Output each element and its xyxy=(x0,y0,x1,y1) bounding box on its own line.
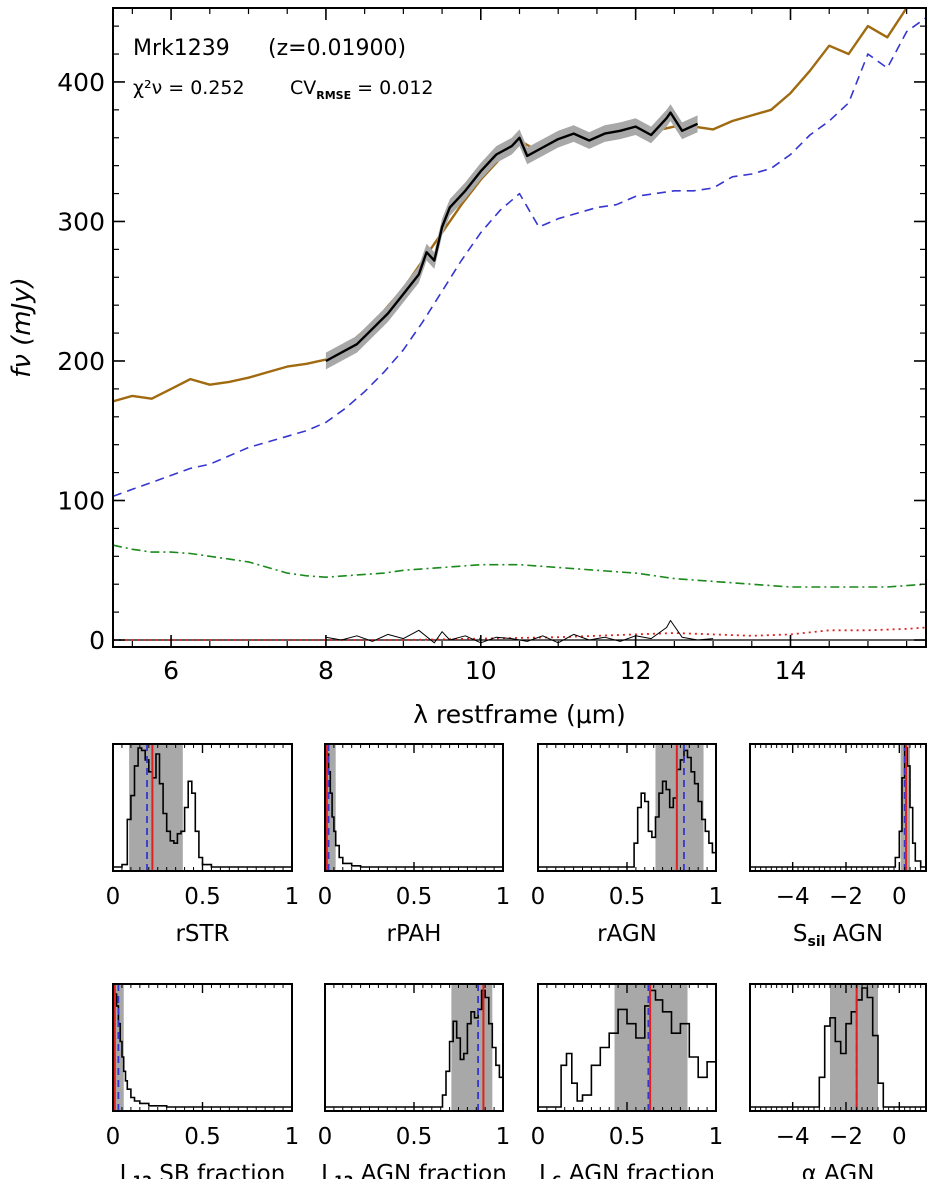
histogram-panel-8: −4 −2 0 α AGN xyxy=(749,983,927,1179)
cv-rmse-label: CVRMSE = 0.012 xyxy=(290,77,434,102)
cv-value: = 0.012 xyxy=(351,77,433,99)
histogram-step-line xyxy=(113,747,292,868)
hist-tick-label: 1 xyxy=(496,1124,511,1150)
histogram-panel-2: 0 0.5 1 rPAH xyxy=(318,743,511,947)
histogram-panel-3: 0 0.5 1 rAGN xyxy=(531,743,724,947)
series-line-1 xyxy=(113,17,926,498)
histogram-panel-6: 0 0.5 1 xyxy=(318,983,511,1150)
hist-tick-label: −2 xyxy=(829,1124,863,1150)
histogram-step-line xyxy=(325,989,504,1108)
series-line-5 xyxy=(325,111,699,363)
hist-x-label-rest: AGN xyxy=(825,921,883,947)
hist-x-label-rest: AGN fraction xyxy=(353,1161,506,1179)
hist-tick-label: 0 xyxy=(106,1124,121,1150)
histogram-panel-7: 0 0.5 1 xyxy=(531,983,724,1150)
cv-prefix: CV xyxy=(290,77,316,99)
object-name: Mrk1239 xyxy=(133,36,230,61)
hist-tick-label: 1 xyxy=(496,884,511,910)
hist-x-label-subscript: 12 xyxy=(334,1174,353,1179)
hist-tick-label: 0.5 xyxy=(184,1124,221,1150)
histogram-frame xyxy=(749,983,927,1112)
x-tick-label: 6 xyxy=(163,656,179,685)
x-tick-label: 8 xyxy=(318,656,334,685)
histogram-frame xyxy=(112,983,293,1112)
y-tick-label: 0 xyxy=(89,626,105,655)
histogram-panel-4: −4 −2 0 xyxy=(749,743,927,910)
hist-tick-label: 1 xyxy=(285,1124,300,1150)
cv-subscript: RMSE xyxy=(316,89,351,102)
observed-uncertainty-band xyxy=(325,104,698,370)
redshift-label: (z=0.01900) xyxy=(268,36,406,61)
histogram-panel-1: 0 0.5 1 rSTR xyxy=(106,743,300,947)
y-tick-label: 300 xyxy=(57,207,105,236)
hist-tick-label: 0.5 xyxy=(396,884,433,910)
x-axis-label: λ restframe (μm) xyxy=(413,700,626,729)
hist-x-label: α AGN xyxy=(802,1161,875,1179)
hist-x-label: rPAH xyxy=(387,921,442,947)
hist-x-label-subscript: 12 xyxy=(132,1174,151,1179)
y-tick-label: 100 xyxy=(57,487,105,516)
hist-x-label-rest: AGN fraction xyxy=(562,1161,715,1179)
hist-x-label-main: S xyxy=(793,921,808,947)
hist-x-label-main: L xyxy=(321,1161,334,1179)
hist-tick-label: 0.5 xyxy=(396,1124,433,1150)
y-tick-label: 200 xyxy=(57,347,105,376)
hist-tick-label: 0.5 xyxy=(609,1124,646,1150)
hist-tick-label: 1 xyxy=(709,884,724,910)
series-line-2 xyxy=(113,544,926,588)
histogram-frame xyxy=(324,743,504,872)
histogram-step-line xyxy=(750,987,926,1108)
hist-tick-label: 0 xyxy=(106,884,121,910)
y-tick-label: 400 xyxy=(57,68,105,97)
hist-tick-label: 0 xyxy=(318,1124,333,1150)
credible-interval-band xyxy=(655,744,704,871)
series-line-4 xyxy=(325,620,714,644)
x-tick-label: 12 xyxy=(620,656,652,685)
chi2-label: χ²ν = 0.252 xyxy=(133,77,245,99)
hist-tick-label: −4 xyxy=(776,884,810,910)
hist-x-label: L12 SB fraction xyxy=(120,1161,286,1179)
credible-interval-band xyxy=(451,984,493,1111)
hist-x-label: L6 AGN fraction xyxy=(539,1161,715,1179)
hist-tick-label: 1 xyxy=(285,884,300,910)
hist-tick-label: 0 xyxy=(892,884,907,910)
hist-tick-label: 0 xyxy=(531,884,546,910)
histogram-step-line xyxy=(325,747,503,868)
histogram-step-line xyxy=(750,747,926,868)
hist-tick-label: 0 xyxy=(318,884,333,910)
series-line-3 xyxy=(113,626,926,641)
hist-tick-label: 1 xyxy=(709,1124,724,1150)
hist-x-label-subscript: 6 xyxy=(552,1174,562,1179)
histogram-step-line xyxy=(113,987,292,1108)
main-plot-background xyxy=(113,8,926,647)
main-plot-area xyxy=(113,8,926,644)
x-tick-label: 10 xyxy=(465,656,497,685)
hist-x-label-rest: SB fraction xyxy=(152,1161,285,1179)
hist-x-label: L12 AGN fraction xyxy=(321,1161,507,1179)
hist-tick-label: 0.5 xyxy=(184,884,221,910)
hist-x-label-main: L xyxy=(120,1161,133,1179)
y-axis-label: fν (mJy) xyxy=(7,277,37,378)
credible-interval-band xyxy=(325,744,336,871)
hist-tick-label: −2 xyxy=(829,884,863,910)
histogram-panel-5: 0 0.5 1 xyxy=(106,983,300,1150)
hist-x-label: rSTR xyxy=(175,921,229,947)
hist-x-label: rAGN xyxy=(597,921,657,947)
histogram-step-line xyxy=(538,989,717,1108)
hist-tick-label: 0.5 xyxy=(609,884,646,910)
histogram-step-line xyxy=(538,749,717,868)
hist-x-label: Ssil AGN xyxy=(793,921,883,950)
credible-interval-band xyxy=(830,984,878,1111)
hist-x-label-subscript: sil xyxy=(808,934,826,950)
hist-tick-label: 0 xyxy=(531,1124,546,1150)
histogram-frame xyxy=(749,743,927,872)
x-tick-label: 14 xyxy=(775,656,807,685)
hist-tick-label: −4 xyxy=(776,1124,810,1150)
hist-x-label-main: L xyxy=(539,1161,552,1179)
hist-tick-label: 0 xyxy=(892,1124,907,1150)
